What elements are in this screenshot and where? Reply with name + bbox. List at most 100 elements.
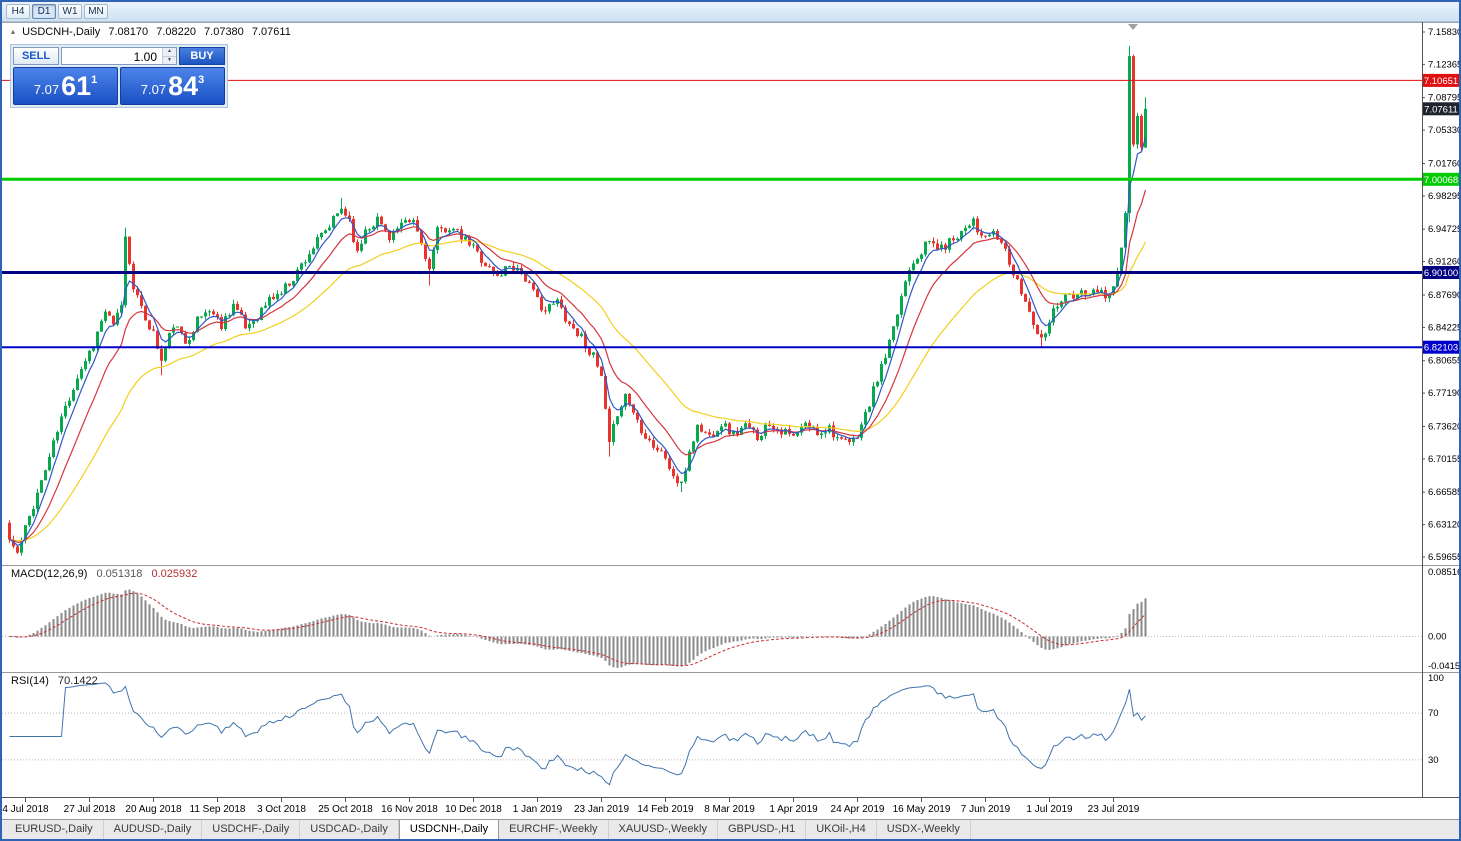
moving-average-lines: [9, 137, 1147, 547]
one-click-trading-panel: SELL 1.00 ▲ ▼ BUY 7.07 61 1 7.07 84 3: [10, 44, 228, 108]
svg-text:23 Jan 2019: 23 Jan 2019: [574, 804, 629, 815]
svg-text:0.00: 0.00: [1428, 632, 1447, 643]
sell-price-point: 1: [91, 74, 98, 86]
volume-spinner[interactable]: ▲ ▼: [162, 48, 176, 64]
tab-usdchf-daily[interactable]: USDCHF-,Daily: [202, 820, 301, 839]
svg-text:7.00068: 7.00068: [1424, 175, 1458, 186]
tab-audusd-daily[interactable]: AUDUSD-,Daily: [104, 820, 203, 839]
ohlc-open: 7.08170: [108, 26, 149, 38]
chart-symbol-title: USDCNH-,Daily: [22, 26, 101, 38]
rsi-name: RSI(14): [11, 675, 49, 687]
ohlc-close: 7.07611: [251, 26, 291, 38]
svg-text:8 Mar 2019: 8 Mar 2019: [704, 804, 755, 815]
svg-text:6.82103: 6.82103: [1424, 343, 1458, 354]
timeframe-button-d1[interactable]: D1: [32, 4, 56, 19]
tab-eurusd-daily[interactable]: EURUSD-,Daily: [5, 820, 104, 839]
buy-price-point: 3: [198, 74, 205, 86]
sell-price-button[interactable]: 7.07 61 1: [13, 67, 118, 105]
svg-text:6.73620: 6.73620: [1428, 422, 1459, 433]
svg-text:16 May 2019: 16 May 2019: [893, 804, 951, 815]
buy-price-prefix: 7.07: [140, 82, 167, 97]
svg-text:6.63120: 6.63120: [1428, 520, 1459, 531]
volume-value[interactable]: 1.00: [133, 50, 157, 64]
svg-text:30: 30: [1428, 755, 1439, 766]
volume-down-icon[interactable]: ▼: [163, 55, 176, 64]
svg-text:6.77190: 6.77190: [1428, 388, 1459, 399]
horizontal-level-lines[interactable]: [2, 79, 1422, 349]
tab-usdcad-daily[interactable]: USDCAD-,Daily: [300, 820, 399, 839]
tab-usdcnh-daily[interactable]: USDCNH-,Daily: [398, 820, 500, 839]
svg-text:7.01760: 7.01760: [1428, 159, 1459, 170]
rsi-value: 70.1422: [57, 675, 98, 687]
svg-text:11 Sep 2018: 11 Sep 2018: [190, 804, 246, 815]
timeframe-button-mn[interactable]: MN: [84, 4, 108, 19]
ohlc-high: 7.08220: [156, 26, 196, 38]
svg-text:100: 100: [1428, 673, 1444, 684]
svg-text:16 Nov 2018: 16 Nov 2018: [381, 804, 438, 815]
svg-text:7.10651: 7.10651: [1424, 76, 1458, 87]
current-price-label: [1423, 102, 1459, 116]
chart-ohlc-header: ▴ USDCNH-,Daily 7.08170 7.08220 7.07380 …: [11, 26, 291, 38]
svg-text:6.90100: 6.90100: [1424, 268, 1458, 279]
time-axis: 4 Jul 2018 27 Jul 2018 20 Aug 2018 11 Sep 2…: [2, 798, 1140, 815]
buy-button[interactable]: BUY: [179, 47, 225, 65]
macd-name: MACD(12,26,9): [11, 568, 88, 580]
price-axis: 7.15830 7.12365 7.08795 7.05330 7.01760 6.982…: [1422, 27, 1459, 766]
svg-text:25 Oct 2018: 25 Oct 2018: [318, 804, 373, 815]
macd-main-value: 0.051318: [96, 568, 143, 580]
chart-shift-marker-icon[interactable]: [1128, 24, 1138, 30]
svg-text:7.15830: 7.15830: [1428, 27, 1459, 38]
svg-text:1 Jan 2019: 1 Jan 2019: [513, 804, 563, 815]
volume-up-icon[interactable]: ▲: [163, 48, 176, 56]
volume-stepper[interactable]: 1.00 ▲ ▼: [61, 47, 177, 65]
svg-text:6.70155: 6.70155: [1428, 454, 1459, 465]
svg-text:6.87690: 6.87690: [1428, 290, 1459, 301]
tab-usdx-weekly[interactable]: USDX-,Weekly: [877, 820, 971, 839]
timeframe-toolbar: H4 D1 W1 MN: [2, 2, 1459, 22]
svg-text:-0.04159: -0.04159: [1428, 661, 1459, 672]
svg-text:14 Feb 2019: 14 Feb 2019: [637, 804, 694, 815]
svg-text:0.085164: 0.085164: [1428, 567, 1459, 578]
tab-eurchf-weekly[interactable]: EURCHF-,Weekly: [499, 820, 609, 839]
ohlc-low: 7.07380: [204, 26, 244, 38]
chart-canvas[interactable]: 7.15830 7.12365 7.08795 7.05330 7.01760 6.982…: [2, 22, 1459, 819]
sell-price-pips: 61: [61, 70, 92, 101]
buy-price-pips: 84: [168, 70, 199, 101]
tab-xauusd-weekly[interactable]: XAUUSD-,Weekly: [609, 820, 718, 839]
svg-text:23 Jul 2019: 23 Jul 2019: [1088, 804, 1140, 815]
svg-text:6.94725: 6.94725: [1428, 224, 1459, 235]
timeframe-button-h4[interactable]: H4: [6, 4, 30, 19]
svg-text:7.08795: 7.08795: [1428, 93, 1459, 104]
svg-text:6.59655: 6.59655: [1428, 552, 1459, 563]
collapse-trade-panel-icon[interactable]: ▴: [11, 27, 16, 36]
macd-panel: [2, 589, 1422, 668]
svg-text:1 Apr 2019: 1 Apr 2019: [769, 804, 818, 815]
macd-indicator-label: MACD(12,26,9) 0.051318 0.025932: [11, 568, 197, 580]
svg-text:6.66585: 6.66585: [1428, 487, 1459, 498]
svg-text:6.91260: 6.91260: [1428, 257, 1459, 268]
svg-text:27 Jul 2018: 27 Jul 2018: [64, 804, 116, 815]
svg-text:6.84225: 6.84225: [1428, 322, 1459, 333]
svg-text:4 Jul 2018: 4 Jul 2018: [2, 804, 49, 815]
svg-text:70: 70: [1428, 708, 1439, 719]
buy-price-button[interactable]: 7.07 84 3: [120, 67, 225, 105]
svg-text:6.98295: 6.98295: [1428, 191, 1459, 202]
symbol-tab-bar: EURUSD-,Daily AUDUSD-,Daily USDCHF-,Daily U…: [2, 819, 1459, 839]
svg-text:10 Dec 2018: 10 Dec 2018: [445, 804, 502, 815]
svg-text:20 Aug 2018: 20 Aug 2018: [125, 804, 182, 815]
tab-gbpusd-h1[interactable]: GBPUSD-,H1: [718, 820, 807, 839]
macd-signal-value: 0.025932: [151, 568, 198, 580]
sell-button[interactable]: SELL: [13, 47, 59, 65]
svg-text:7.05330: 7.05330: [1428, 125, 1459, 136]
timeframe-button-w1[interactable]: W1: [58, 4, 82, 19]
sell-price-prefix: 7.07: [33, 82, 60, 97]
rsi-panel: [2, 682, 1422, 786]
svg-text:7.12365: 7.12365: [1428, 59, 1459, 70]
svg-text:7.07611: 7.07611: [1424, 104, 1458, 115]
svg-text:24 Apr 2019: 24 Apr 2019: [831, 804, 885, 815]
svg-text:1 Jul 2019: 1 Jul 2019: [1026, 804, 1073, 815]
svg-text:3 Oct 2018: 3 Oct 2018: [257, 804, 306, 815]
rsi-indicator-label: RSI(14) 70.1422: [11, 675, 98, 687]
tab-ukoil-h4[interactable]: UKOil-,H4: [806, 820, 877, 839]
